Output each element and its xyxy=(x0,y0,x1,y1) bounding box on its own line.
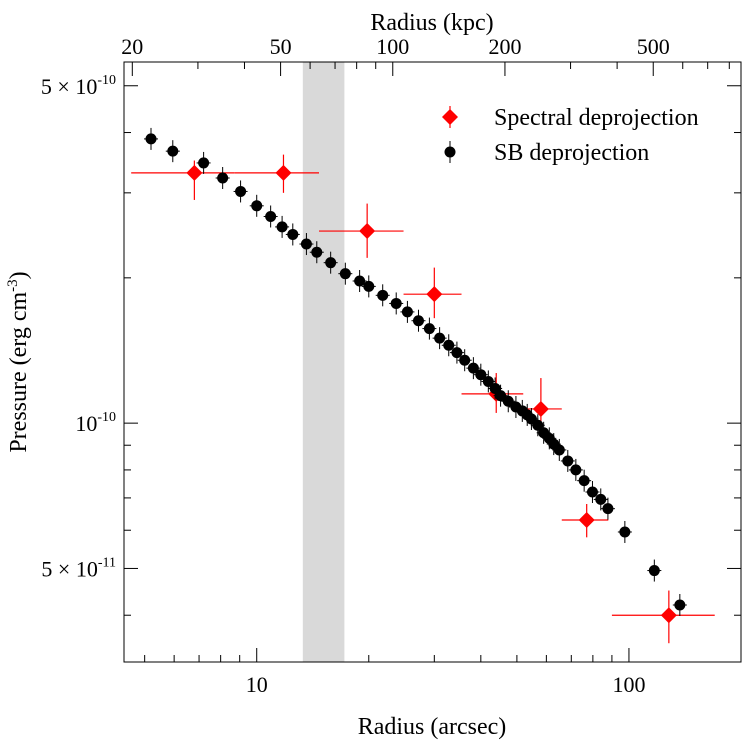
spectral-point xyxy=(186,164,203,181)
spectral-point xyxy=(359,223,376,240)
y-tick-label-exponent: -10 xyxy=(97,73,116,88)
sb-point xyxy=(443,339,455,351)
y-tick-label-mantissa: 5 × 10 xyxy=(41,74,97,99)
sb-point xyxy=(287,228,299,240)
sb-point xyxy=(475,369,487,381)
x2-tick-label: 50 xyxy=(270,34,292,59)
sb-point xyxy=(276,221,288,233)
sb-point xyxy=(167,145,179,157)
sb-point xyxy=(198,157,210,169)
spectral-point xyxy=(275,164,292,181)
y-tick-label-mantissa: 5 × 10 xyxy=(41,556,97,581)
sb-point xyxy=(586,486,598,498)
y-axis-label-close: ) xyxy=(6,271,32,279)
sb-point xyxy=(482,375,494,387)
sb-point xyxy=(311,246,323,258)
sb-point xyxy=(354,275,366,287)
sb-point xyxy=(251,200,263,212)
sb-point xyxy=(377,289,389,301)
sb-point xyxy=(265,210,277,222)
x2-tick-label: 20 xyxy=(121,34,143,59)
y-axis-label: Pressure (erg cm-3) xyxy=(5,271,32,452)
sb-point xyxy=(451,347,463,359)
y-tick-label-exponent: -10 xyxy=(97,410,116,425)
x2-tick-label: 100 xyxy=(376,34,409,59)
legend-label: Spectral deprojection xyxy=(494,105,699,131)
sb-point xyxy=(423,323,435,335)
plot-frame xyxy=(123,61,742,663)
sb-point xyxy=(570,464,582,476)
y-tick-label-exponent: -11 xyxy=(98,555,116,570)
spectral-point xyxy=(426,286,443,303)
sb-point xyxy=(434,332,446,344)
sb-point xyxy=(532,419,544,431)
sb-point xyxy=(578,475,590,487)
sb-point xyxy=(300,238,312,250)
sb-point xyxy=(217,172,229,184)
legend-sb-marker xyxy=(444,146,456,158)
sb-point xyxy=(390,297,402,309)
spectral-point xyxy=(578,511,595,528)
sb-point xyxy=(235,185,247,197)
sb-point xyxy=(401,306,413,318)
x2-axis-label: Radius (kpc) xyxy=(370,10,493,36)
x-tick-label: 10 xyxy=(246,672,268,697)
legend-spectral-marker xyxy=(442,109,458,125)
x-tick-label: 100 xyxy=(612,672,645,697)
sb-point xyxy=(495,390,507,402)
spectral-point xyxy=(660,607,677,624)
sb-point xyxy=(553,444,565,456)
sb-point xyxy=(325,257,337,269)
y-tick-label: 5 × 10-10 xyxy=(41,73,116,99)
sb-point xyxy=(412,315,424,327)
sb-point xyxy=(339,268,351,280)
sb-point xyxy=(467,362,479,374)
sb-point xyxy=(502,395,514,407)
y-tick-label: 5 × 10-11 xyxy=(41,555,116,581)
y-tick-label-mantissa: 10 xyxy=(75,411,97,436)
x2-tick-label: 200 xyxy=(488,34,521,59)
sb-point xyxy=(602,503,614,515)
sb-point xyxy=(145,133,157,145)
x2-tick-label: 500 xyxy=(637,34,670,59)
y-axis-label-exp: -3 xyxy=(5,279,21,292)
sb-point xyxy=(648,565,660,577)
sb-point xyxy=(595,493,607,505)
sb-point xyxy=(459,354,471,366)
legend: Spectral deprojection SB deprojection xyxy=(442,105,699,166)
y-tick-label: 10-10 xyxy=(75,410,116,436)
y-axis-label-main: Pressure (erg cm xyxy=(6,292,32,453)
sb-point xyxy=(619,526,631,538)
sb-point xyxy=(562,455,574,467)
x-axis-label: Radius (arcsec) xyxy=(358,714,507,740)
sb-point xyxy=(674,599,686,611)
shaded-region xyxy=(302,62,345,662)
spectral-point xyxy=(532,400,549,417)
legend-label: SB deprojection xyxy=(494,140,649,166)
sb-point xyxy=(363,280,375,292)
